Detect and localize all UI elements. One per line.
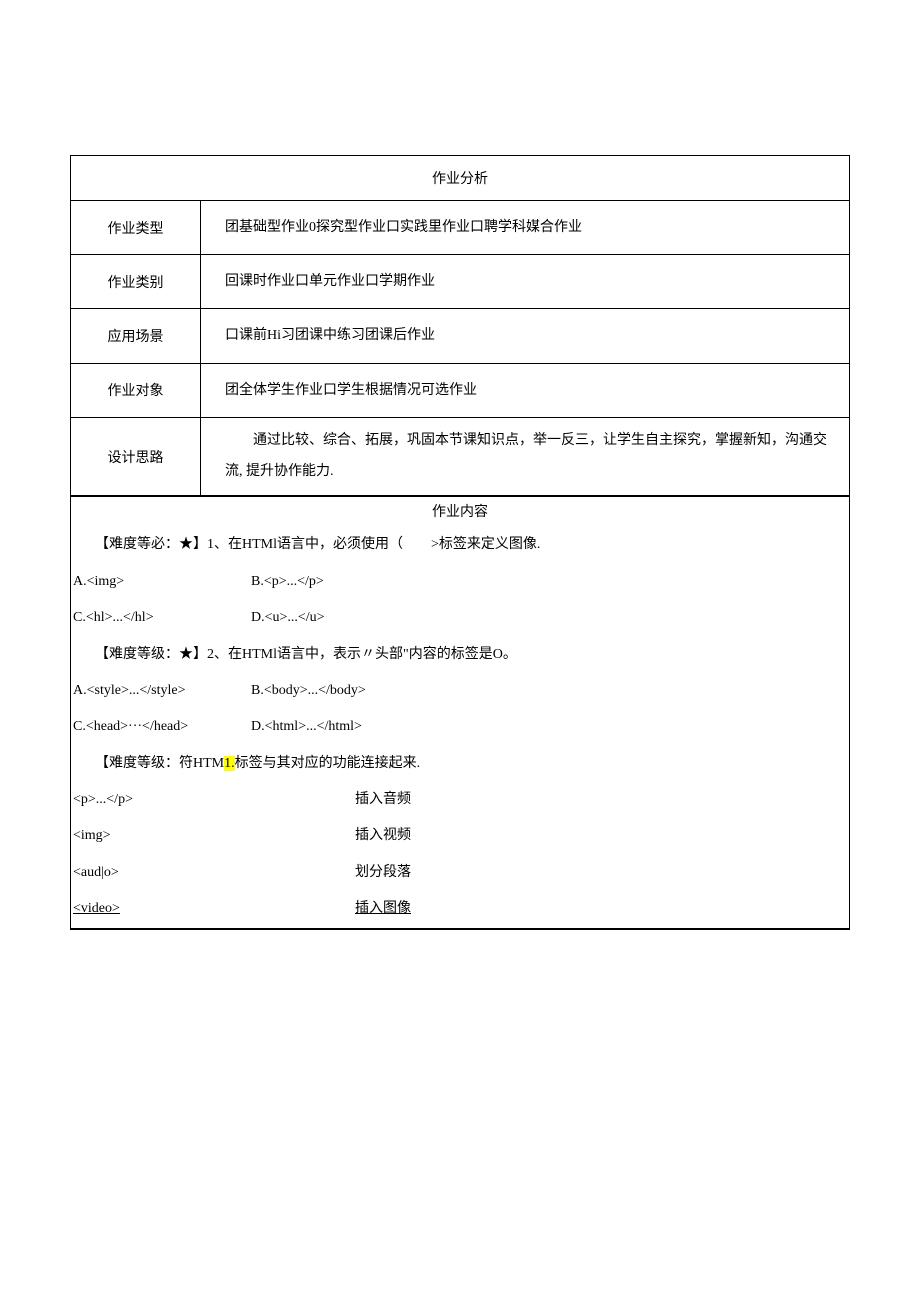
meta-value-design: 通过比较、综合、拓展，巩固本节课知识点，举一反三，让学生自主探究，掌握新知，沟通… <box>201 418 849 496</box>
q3-match-1: <p>...</p> 插入音频 <box>71 782 849 818</box>
q3-match-2: <img> 插入视频 <box>71 818 849 854</box>
header-title: 作业分析 <box>71 156 849 201</box>
q3-m3-right: 划分段落 <box>355 855 849 891</box>
q2-options-ab: A.<style>...</style> B.<body>...</body> <box>71 673 849 709</box>
content-header: 作业内容 <box>71 496 849 523</box>
q2-opt-c: C.<head>···</head> <box>73 709 251 745</box>
q1-options-cd: C.<hl>...</hl> D.<u>...</u> <box>71 600 849 636</box>
q3-m1-right: 插入音频 <box>355 782 849 818</box>
meta-value-target: 团全体学生作业口学生根据情况可选作业 <box>201 364 849 417</box>
q3-m4-right: 插入图像 <box>355 891 849 927</box>
meta-row-design: 设计思路 通过比较、综合、拓展，巩固本节课知识点，举一反三，让学生自主探究，掌握… <box>71 418 849 497</box>
q3-match-4: <video> 插入图像 <box>71 891 849 928</box>
q3-highlight: 1. <box>224 756 235 771</box>
q3-text-pre: 【难度等级：符HTM <box>95 756 224 771</box>
q3-text: 【难度等级：符HTM1.标签与其对应的功能连接起来. <box>71 746 849 782</box>
q2-opt-b: B.<body>...</body> <box>251 673 849 709</box>
meta-label-design: 设计思路 <box>71 418 201 496</box>
meta-label-target: 作业对象 <box>71 364 201 417</box>
meta-row-type: 作业类型 团基础型作业0探究型作业口实践里作业口聘学科媒合作业 <box>71 201 849 255</box>
meta-label-type: 作业类型 <box>71 201 201 254</box>
meta-row-scene: 应用场景 口课前Hi习团课中练习团课后作业 <box>71 309 849 363</box>
q3-m2-left: <img> <box>73 818 355 854</box>
meta-value-type: 团基础型作业0探究型作业口实践里作业口聘学科媒合作业 <box>201 201 849 254</box>
q3-m3-left: <aud|o> <box>73 855 355 891</box>
content-body: 【难度等必：★】1、在HTMl语言中，必须使用（ >标签来定义图像. A.<im… <box>71 523 849 928</box>
q3-text-post: 标签与其对应的功能连接起来. <box>235 756 421 771</box>
q1-text: 【难度等必：★】1、在HTMl语言中，必须使用（ >标签来定义图像. <box>71 527 849 563</box>
q2-options-cd: C.<head>···</head> D.<html>...</html> <box>71 709 849 745</box>
meta-value-category: 回课时作业口单元作业口学期作业 <box>201 255 849 308</box>
q3-m2-right: 插入视频 <box>355 818 849 854</box>
meta-row-category: 作业类别 回课时作业口单元作业口学期作业 <box>71 255 849 309</box>
q3-m1-left: <p>...</p> <box>73 782 355 818</box>
q1-opt-d: D.<u>...</u> <box>251 600 849 636</box>
q1-opt-a: A.<img> <box>73 564 251 600</box>
meta-value-scene: 口课前Hi习团课中练习团课后作业 <box>201 309 849 362</box>
meta-label-scene: 应用场景 <box>71 309 201 362</box>
q1-opt-b: B.<p>...</p> <box>251 564 849 600</box>
meta-row-target: 作业对象 团全体学生作业口学生根据情况可选作业 <box>71 364 849 418</box>
worksheet-table: 作业分析 作业类型 团基础型作业0探究型作业口实践里作业口聘学科媒合作业 作业类… <box>70 155 850 930</box>
q1-options-ab: A.<img> B.<p>...</p> <box>71 564 849 600</box>
q2-opt-a: A.<style>...</style> <box>73 673 251 709</box>
q2-text: 【难度等级：★】2、在HTMl语言中，表示〃头部"内容的标签是O。 <box>71 637 849 673</box>
q3-match-3: <aud|o> 划分段落 <box>71 855 849 891</box>
meta-label-category: 作业类别 <box>71 255 201 308</box>
q1-opt-c: C.<hl>...</hl> <box>73 600 251 636</box>
q2-opt-d: D.<html>...</html> <box>251 709 849 745</box>
q3-m4-left: <video> <box>73 891 355 927</box>
